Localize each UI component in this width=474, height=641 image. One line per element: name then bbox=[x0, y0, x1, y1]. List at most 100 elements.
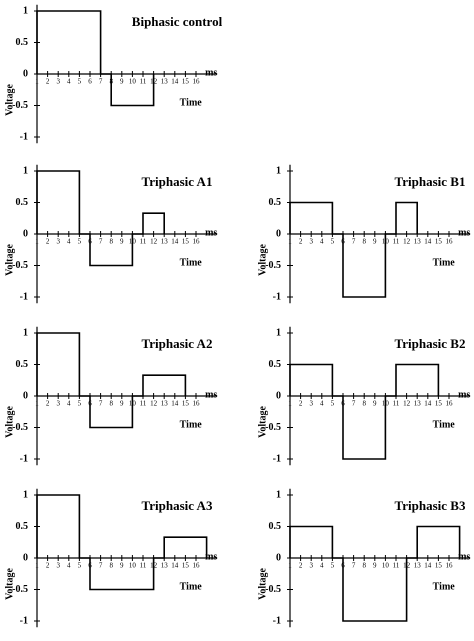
y-tick-label: 1 bbox=[23, 327, 28, 338]
y-tick-label: -1 bbox=[20, 615, 28, 626]
x-tick-label: 3 bbox=[56, 238, 60, 246]
x-tick-label: 8 bbox=[109, 562, 113, 570]
x-tick-label: 1 bbox=[288, 238, 292, 246]
x-tick-label: 14 bbox=[424, 562, 432, 570]
x-unit: ms bbox=[205, 551, 217, 562]
x-unit: ms bbox=[458, 389, 470, 400]
x-tick-label: 7 bbox=[99, 400, 103, 408]
y-tick-label: -0.5 bbox=[12, 100, 28, 111]
y-label: Voltage bbox=[257, 244, 268, 276]
x-tick-label: 2 bbox=[46, 238, 50, 246]
x-tick-label: 1 bbox=[35, 78, 39, 86]
y-tick-label: -0.5 bbox=[265, 422, 281, 433]
x-tick-label: 13 bbox=[414, 238, 422, 246]
x-tick-label: 1 bbox=[35, 238, 39, 246]
x-tick-label: 12 bbox=[150, 238, 158, 246]
x-label: Time bbox=[433, 581, 456, 592]
x-unit: ms bbox=[205, 227, 217, 238]
x-tick-label: 3 bbox=[56, 562, 60, 570]
x-tick-label: 16 bbox=[193, 238, 201, 246]
x-tick-label: 9 bbox=[373, 238, 377, 246]
x-tick-label: 4 bbox=[320, 400, 324, 408]
chart-title: Triphasic A3 bbox=[142, 498, 213, 513]
x-tick-label: 11 bbox=[140, 562, 147, 570]
y-tick-label: 0 bbox=[23, 552, 28, 563]
x-tick-label: 13 bbox=[161, 400, 169, 408]
y-tick-label: 0.5 bbox=[16, 197, 29, 208]
y-tick-label: 0.5 bbox=[16, 521, 29, 532]
x-tick-label: 15 bbox=[182, 562, 190, 570]
x-tick-label: 11 bbox=[393, 562, 400, 570]
y-tick-label: 1 bbox=[276, 489, 281, 500]
x-tick-label: 15 bbox=[182, 400, 190, 408]
x-tick-label: 7 bbox=[99, 562, 103, 570]
x-tick-label: 3 bbox=[309, 562, 313, 570]
x-tick-label: 16 bbox=[446, 400, 454, 408]
x-tick-label: 1 bbox=[35, 562, 39, 570]
x-label: Time bbox=[180, 97, 203, 108]
x-tick-label: 4 bbox=[67, 400, 71, 408]
x-tick-label: 1 bbox=[288, 400, 292, 408]
x-tick-label: 3 bbox=[309, 238, 313, 246]
y-tick-label: -1 bbox=[273, 615, 281, 626]
x-tick-label: 2 bbox=[299, 238, 303, 246]
chart-title: Biphasic control bbox=[132, 14, 223, 29]
x-tick-label: 3 bbox=[56, 78, 60, 86]
y-tick-label: -1 bbox=[20, 453, 28, 464]
x-tick-label: 4 bbox=[67, 238, 71, 246]
x-tick-label: 9 bbox=[120, 78, 124, 86]
y-tick-label: 1 bbox=[23, 489, 28, 500]
x-tick-label: 15 bbox=[435, 562, 443, 570]
x-tick-label: 16 bbox=[446, 562, 454, 570]
x-tick-label: 7 bbox=[99, 238, 103, 246]
x-label: Time bbox=[433, 419, 456, 430]
y-label: Voltage bbox=[4, 568, 15, 600]
chart-title: Triphasic A2 bbox=[142, 336, 213, 351]
x-tick-label: 14 bbox=[171, 562, 179, 570]
x-tick-label: 14 bbox=[424, 238, 432, 246]
y-tick-label: -1 bbox=[20, 131, 28, 142]
x-tick-label: 2 bbox=[46, 400, 50, 408]
y-tick-label: 0 bbox=[276, 390, 281, 401]
x-tick-label: 8 bbox=[362, 562, 366, 570]
x-tick-label: 16 bbox=[193, 562, 201, 570]
y-label: Voltage bbox=[4, 244, 15, 276]
x-tick-label: 9 bbox=[373, 400, 377, 408]
y-tick-label: -0.5 bbox=[12, 422, 28, 433]
y-tick-label: 0 bbox=[23, 390, 28, 401]
x-tick-label: 12 bbox=[403, 400, 411, 408]
y-tick-label: 1 bbox=[23, 5, 28, 16]
x-unit: ms bbox=[205, 67, 217, 78]
x-tick-label: 11 bbox=[140, 400, 147, 408]
y-tick-label: -0.5 bbox=[12, 260, 28, 271]
waveform bbox=[289, 525, 461, 622]
x-tick-label: 12 bbox=[150, 400, 158, 408]
x-tick-label: 7 bbox=[352, 238, 356, 246]
waveform bbox=[36, 10, 155, 107]
x-tick-label: 11 bbox=[393, 400, 400, 408]
x-tick-label: 13 bbox=[161, 238, 169, 246]
x-tick-label: 3 bbox=[56, 400, 60, 408]
x-tick-label: 7 bbox=[352, 562, 356, 570]
y-label: Voltage bbox=[4, 406, 15, 438]
x-tick-label: 3 bbox=[309, 400, 313, 408]
x-tick-label: 15 bbox=[435, 400, 443, 408]
x-tick-label: 10 bbox=[382, 562, 390, 570]
x-tick-label: 9 bbox=[120, 400, 124, 408]
y-tick-label: -0.5 bbox=[12, 584, 28, 595]
y-tick-label: 1 bbox=[23, 165, 28, 176]
x-tick-label: 16 bbox=[193, 400, 201, 408]
x-tick-label: 9 bbox=[373, 562, 377, 570]
x-unit: ms bbox=[458, 551, 470, 562]
x-tick-label: 14 bbox=[424, 400, 432, 408]
x-tick-label: 13 bbox=[414, 562, 422, 570]
waveform bbox=[36, 332, 187, 429]
y-tick-label: 1 bbox=[276, 165, 281, 176]
y-tick-label: 0 bbox=[276, 552, 281, 563]
x-tick-label: 2 bbox=[46, 562, 50, 570]
y-label: Voltage bbox=[257, 568, 268, 600]
x-tick-label: 15 bbox=[182, 238, 190, 246]
y-tick-label: 0.5 bbox=[269, 521, 282, 532]
y-label: Voltage bbox=[257, 406, 268, 438]
x-tick-label: 11 bbox=[393, 238, 400, 246]
